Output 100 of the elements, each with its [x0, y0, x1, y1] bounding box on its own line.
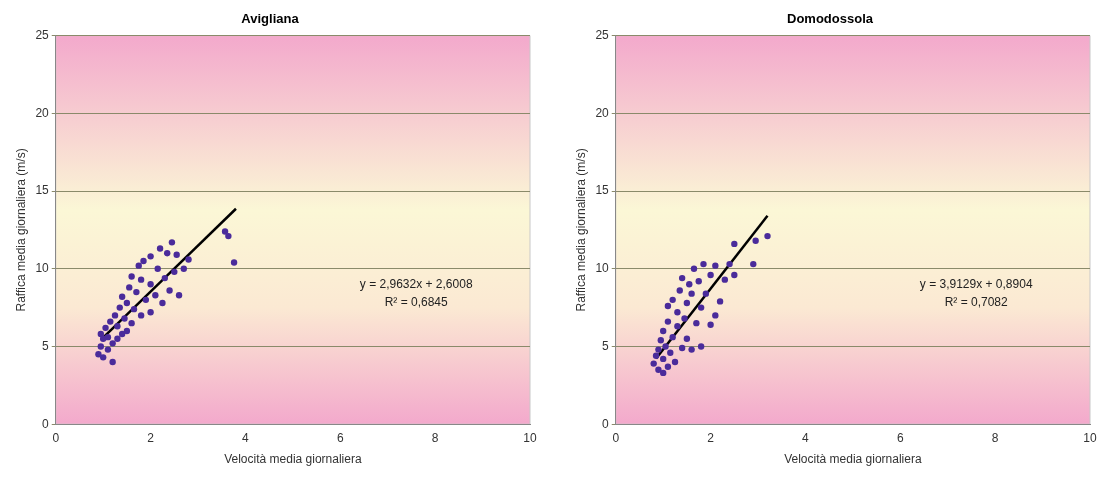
point — [164, 250, 171, 257]
point — [221, 228, 229, 235]
point — [655, 346, 662, 353]
point — [674, 309, 681, 316]
point — [130, 305, 138, 313]
point — [664, 318, 672, 325]
point — [137, 312, 145, 319]
point — [750, 260, 757, 268]
point — [116, 304, 123, 311]
point — [669, 333, 676, 341]
point — [104, 333, 112, 341]
point — [95, 351, 102, 358]
point — [118, 293, 126, 300]
point — [674, 323, 681, 330]
point — [147, 309, 154, 316]
x-tick-label: 8 — [991, 430, 999, 445]
point — [707, 271, 714, 279]
point — [128, 273, 135, 280]
point — [99, 354, 107, 361]
y-tick-label: 15 — [35, 183, 50, 198]
point — [154, 265, 161, 272]
point — [731, 240, 738, 248]
point — [99, 335, 107, 342]
point — [135, 262, 142, 269]
point — [126, 284, 133, 291]
point — [230, 259, 238, 266]
point — [180, 265, 187, 272]
point — [650, 360, 657, 367]
point — [123, 299, 131, 307]
x-tick-label: 4 — [242, 430, 250, 445]
x-axis-title: Velocità media giornaliera — [224, 452, 362, 467]
point — [128, 319, 135, 327]
point — [707, 321, 714, 328]
point — [678, 274, 686, 282]
point — [697, 304, 705, 311]
point — [225, 232, 232, 240]
y-axis-title: Raffica media giornaliera (m/s) — [13, 148, 28, 312]
point — [697, 343, 705, 350]
x-tick-label: 2 — [707, 430, 715, 445]
x-tick-label: 6 — [336, 430, 344, 445]
y-tick-label: 20 — [35, 105, 50, 120]
point — [156, 245, 164, 252]
y-axis-title: Raffica media giornaliera (m/s) — [573, 148, 588, 312]
point — [659, 369, 667, 377]
point — [104, 346, 112, 353]
x-tick-label: 8 — [431, 430, 439, 445]
annotation: y = 2,9632x + 2,6008 — [359, 276, 473, 291]
point — [140, 257, 147, 265]
point — [657, 337, 664, 344]
x-tick-label: 6 — [896, 430, 904, 445]
point — [752, 237, 759, 244]
point — [669, 296, 676, 304]
point — [700, 260, 707, 268]
y-tick-label: 10 — [595, 261, 610, 276]
point — [147, 253, 154, 260]
point — [671, 358, 679, 366]
chart-title: Domodossola — [787, 11, 874, 27]
point — [702, 290, 710, 297]
point — [678, 344, 686, 352]
point — [97, 343, 104, 350]
point — [123, 327, 131, 335]
point — [659, 327, 667, 335]
point — [664, 363, 672, 370]
point — [712, 312, 719, 319]
point — [133, 288, 140, 296]
point — [695, 278, 702, 285]
point — [173, 251, 180, 258]
annotation: y = 3,9129x + 0,8904 — [919, 276, 1033, 291]
point — [731, 271, 738, 279]
y-tick-label: 0 — [42, 416, 50, 431]
point — [97, 330, 104, 338]
y-tick-label: 25 — [35, 27, 50, 42]
point — [721, 276, 729, 283]
x-tick-label: 4 — [802, 430, 810, 445]
y-tick-label: 0 — [602, 416, 610, 431]
point — [142, 296, 150, 304]
point — [683, 299, 691, 307]
point — [161, 274, 169, 282]
y-tick-label: 10 — [35, 261, 50, 276]
point — [681, 315, 688, 322]
y-tick-label: 5 — [602, 338, 610, 353]
point — [716, 298, 724, 305]
x-axis-title: Velocità media giornaliera — [784, 452, 922, 467]
point — [688, 290, 695, 297]
point — [659, 355, 667, 363]
point — [114, 335, 121, 342]
point — [662, 343, 669, 350]
x-tick-label: 10 — [523, 430, 537, 445]
point — [686, 281, 693, 288]
y-tick-label: 25 — [595, 27, 610, 42]
point — [688, 346, 695, 353]
point — [152, 291, 159, 299]
annotation: R² = 0,6845 — [384, 294, 449, 309]
point — [690, 265, 698, 272]
x-tick-label: 0 — [52, 430, 60, 445]
point — [109, 358, 116, 366]
point — [111, 312, 119, 319]
point — [168, 239, 176, 246]
point — [166, 287, 173, 294]
x-tick-label: 0 — [612, 430, 620, 445]
